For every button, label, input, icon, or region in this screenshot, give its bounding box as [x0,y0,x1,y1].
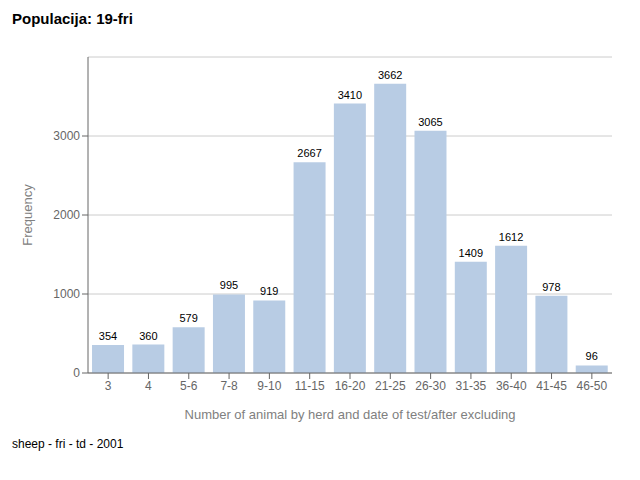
html-text:sheep - fri - td - 2001: sheep - fri - td - 2001 [12,437,124,451]
svg-text:5-6: 5-6 [180,379,198,393]
svg-text:41-45: 41-45 [536,379,567,393]
svg-text:16-20: 16-20 [335,379,366,393]
svg-text:3: 3 [105,379,112,393]
svg-text:3065: 3065 [418,116,442,128]
svg-text:46-50: 46-50 [576,379,607,393]
svg-text:21-25: 21-25 [375,379,406,393]
html-text:Populacija: 19-fri: Populacija: 19-fri [12,10,133,27]
svg-text:26-30: 26-30 [415,379,446,393]
svg-text:3410: 3410 [338,89,362,101]
svg-text:2000: 2000 [53,208,80,222]
svg-text:2667: 2667 [297,147,321,159]
svg-text:3000: 3000 [53,129,80,143]
svg-text:1000: 1000 [53,287,80,301]
svg-text:36-40: 36-40 [496,379,527,393]
svg-text:0: 0 [73,366,80,380]
svg-text:3662: 3662 [378,69,402,81]
svg-text:360: 360 [139,330,157,342]
svg-text:4: 4 [145,379,152,393]
svg-text:1612: 1612 [499,231,523,243]
svg-text:995: 995 [220,279,238,291]
svg-text:Number of animal by herd and d: Number of animal by herd and date of tes… [185,407,516,422]
svg-text:7-8: 7-8 [220,379,238,393]
svg-text:9-10: 9-10 [257,379,281,393]
svg-text:31-35: 31-35 [456,379,487,393]
svg-text:11-15: 11-15 [295,379,325,393]
svg-text:Frequency: Frequency [20,184,35,246]
svg-text:978: 978 [542,281,560,293]
svg-text:1409: 1409 [459,247,483,259]
svg-text:919: 919 [260,285,278,297]
svg-text:354: 354 [99,330,117,342]
svg-text:579: 579 [179,312,197,324]
svg-text:96: 96 [586,350,598,362]
